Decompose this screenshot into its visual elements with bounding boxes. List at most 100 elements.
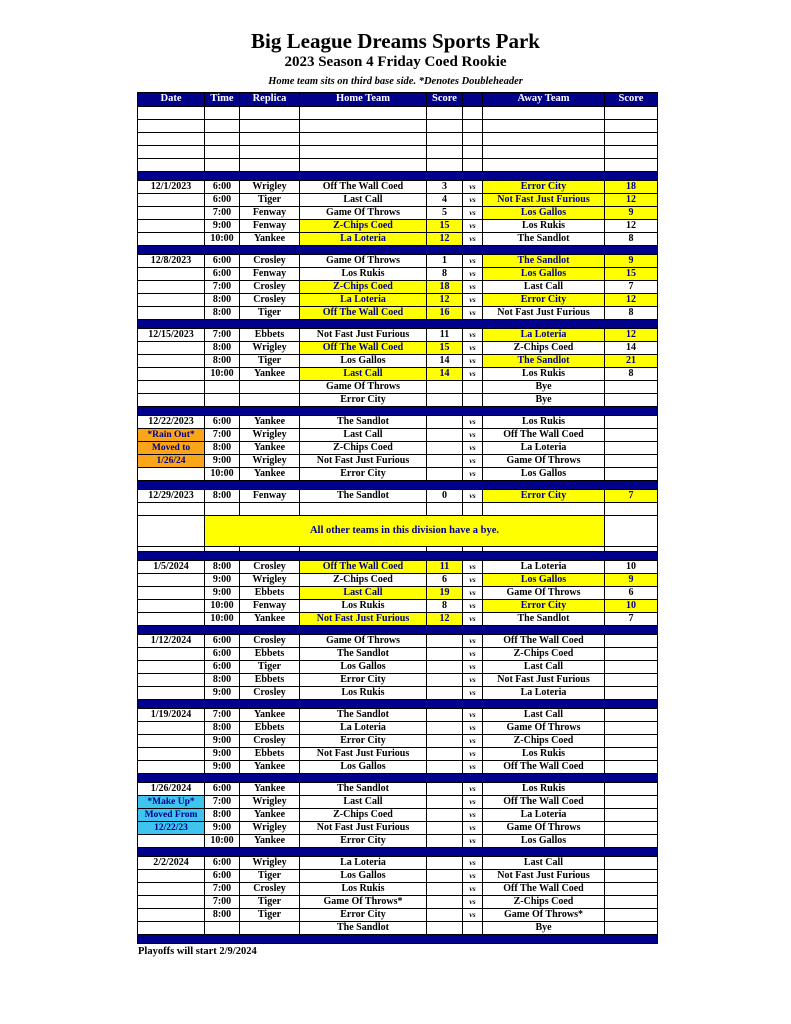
away-team-cell: Los Rukis (482, 218, 605, 233)
empty-row (137, 144, 658, 159)
home-team-cell: La Loteria (299, 231, 427, 246)
vs-cell (462, 392, 483, 407)
away-team-cell: Los Gallos (482, 205, 605, 220)
time-cell: 6:00 (204, 633, 240, 648)
home-team-cell: Error City (299, 392, 427, 407)
vs-cell: vs (462, 633, 483, 648)
home-team-cell: Game Of Throws (299, 253, 427, 268)
away-score-cell: 12 (604, 327, 658, 342)
away-team-cell: Game Of Throws* (482, 907, 605, 922)
game-row: 12/22/23 9:00 Wrigley Not Fast Just Furious… (137, 820, 658, 835)
home-team-cell: Last Call (299, 794, 427, 809)
vs-cell: vs (462, 427, 483, 442)
date-cell: 12/15/2023 (137, 327, 205, 342)
home-score-cell: 16 (426, 305, 463, 320)
replica-cell: Wrigley (239, 794, 300, 809)
game-row: 8:00 Tiger Los Gallos 14 vs The Sandlot 21 (137, 353, 658, 368)
empty-row (137, 157, 658, 172)
vs-cell: vs (462, 759, 483, 774)
time-cell: 7:00 (204, 427, 240, 442)
column-header-away-team: Away Team (482, 91, 605, 107)
away-team-cell: La Loteria (482, 807, 605, 822)
game-row: 12/1/2023 6:00 Wrigley Off The Wall Coed 3 vs… (137, 179, 658, 194)
away-score-cell (604, 807, 658, 822)
away-team-cell: La Loteria (482, 440, 605, 455)
replica-cell: Crosley (239, 733, 300, 748)
replica-cell: Yankee (239, 611, 300, 626)
replica-cell: Crosley (239, 633, 300, 648)
game-row: 10:00 Yankee La Loteria 12 vs The Sandlot 8 (137, 231, 658, 246)
game-row: The Sandlot Bye (137, 920, 658, 935)
vs-cell: vs (462, 218, 483, 233)
away-team-cell: Not Fast Just Furious (482, 672, 605, 687)
replica-cell: Yankee (239, 807, 300, 822)
home-team-cell: Off The Wall Coed (299, 179, 427, 194)
date-cell (137, 907, 205, 922)
away-team-cell: La Loteria (482, 327, 605, 342)
home-score-cell (426, 466, 463, 481)
time-cell: 7:00 (204, 794, 240, 809)
empty-vs-cell (462, 501, 483, 516)
vs-cell: vs (462, 720, 483, 735)
game-row: 9:00 Fenway Z-Chips Coed 15 vs Los Rukis 12 (137, 218, 658, 233)
vs-cell: vs (462, 327, 483, 342)
replica-cell: Wrigley (239, 820, 300, 835)
away-score-cell (604, 833, 658, 848)
date-cell (137, 466, 205, 481)
away-team-cell: Not Fast Just Furious (482, 192, 605, 207)
vs-cell: vs (462, 646, 483, 661)
home-score-cell: 3 (426, 179, 463, 194)
home-team-cell: Game Of Throws* (299, 894, 427, 909)
away-score-cell (604, 855, 658, 870)
replica-cell: Ebbets (239, 672, 300, 687)
date-cell (137, 218, 205, 233)
divider-row (137, 318, 658, 329)
time-cell: 6:00 (204, 868, 240, 883)
replica-cell: Tiger (239, 659, 300, 674)
empty-away-score-cell (604, 118, 658, 133)
time-cell: 9:00 (204, 218, 240, 233)
date-cell (137, 720, 205, 735)
game-row: 12/22/2023 6:00 Yankee The Sandlot vs Los Ruk… (137, 414, 658, 429)
away-score-cell (604, 746, 658, 761)
home-score-cell (426, 794, 463, 809)
vs-cell: vs (462, 611, 483, 626)
replica-cell: Yankee (239, 366, 300, 381)
vs-cell: vs (462, 231, 483, 246)
game-row: 8:00 Ebbets La Loteria vs Game Of Throws (137, 720, 658, 735)
away-score-cell: 6 (604, 585, 658, 600)
vs-cell: vs (462, 205, 483, 220)
replica-cell: Crosley (239, 881, 300, 896)
vs-cell: vs (462, 733, 483, 748)
empty-home-score-cell (426, 144, 463, 159)
away-score-cell: 7 (604, 488, 658, 503)
home-score-cell: 5 (426, 205, 463, 220)
away-team-cell: Los Rukis (482, 781, 605, 796)
date-cell (137, 366, 205, 381)
replica-cell: Wrigley (239, 453, 300, 468)
home-team-cell: Not Fast Just Furious (299, 453, 427, 468)
home-team-cell: Game Of Throws (299, 633, 427, 648)
game-row: 12/8/2023 6:00 Crosley Game Of Throws 1 vs The… (137, 253, 658, 268)
empty-time-cell (204, 144, 240, 159)
time-cell: 9:00 (204, 746, 240, 761)
away-score-cell (604, 453, 658, 468)
empty-date-cell (137, 118, 205, 133)
away-team-cell: Los Gallos (482, 833, 605, 848)
empty-away-score-cell (604, 501, 658, 516)
date-cell: Moved From (137, 807, 205, 822)
vs-cell: vs (462, 340, 483, 355)
divider-cell (137, 933, 658, 944)
away-team-cell: Los Rukis (482, 746, 605, 761)
time-cell: 7:00 (204, 894, 240, 909)
time-cell: 9:00 (204, 685, 240, 700)
time-cell: 8:00 (204, 720, 240, 735)
away-team-cell: Game Of Throws (482, 585, 605, 600)
vs-cell: vs (462, 292, 483, 307)
home-team-cell: Z-Chips Coed (299, 279, 427, 294)
date-cell (137, 266, 205, 281)
away-score-cell (604, 466, 658, 481)
table-header: Date Time Replica Home Team Score Away Team Sc… (137, 91, 658, 107)
away-score-cell (604, 707, 658, 722)
away-score-cell (604, 894, 658, 909)
